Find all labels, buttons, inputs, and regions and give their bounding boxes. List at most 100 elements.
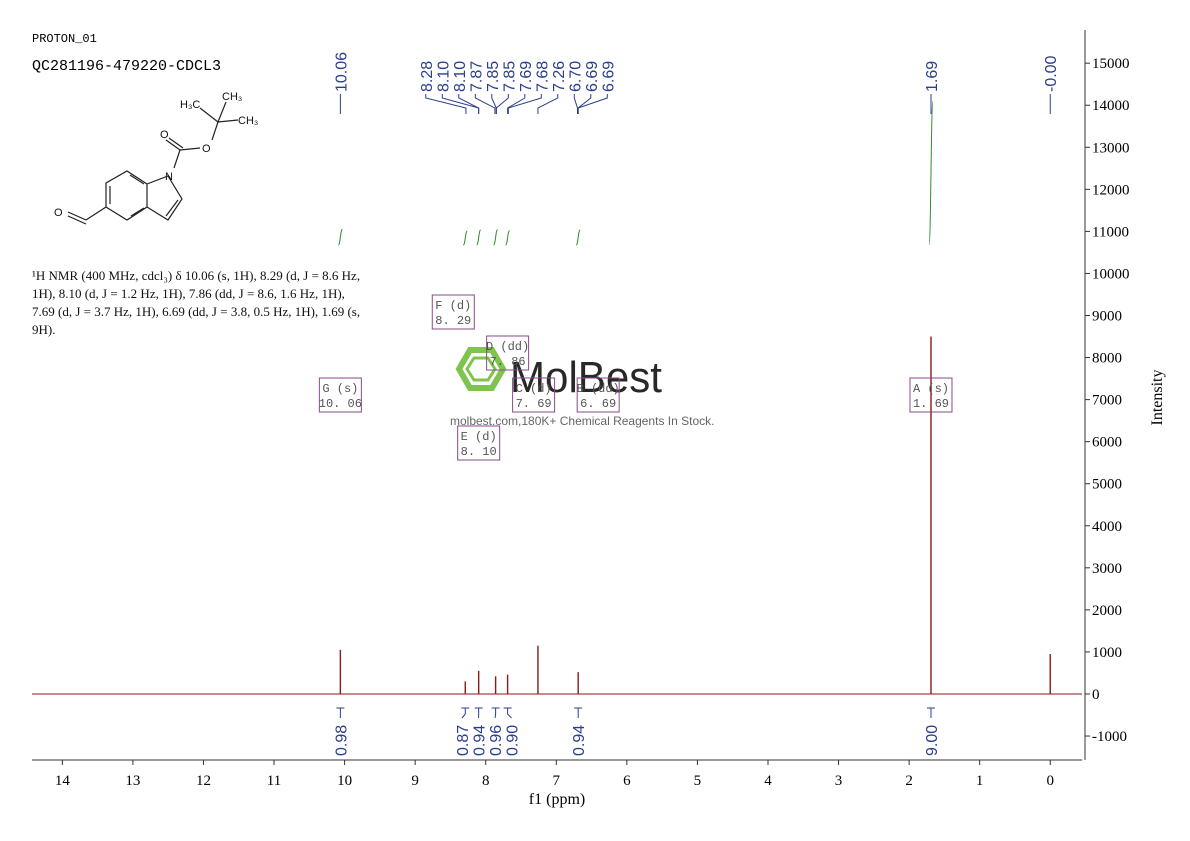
peak-pick-label: 7.68 — [534, 61, 551, 92]
peak-pick-connector — [425, 94, 467, 114]
multiplet-name: E (d) — [461, 430, 497, 444]
y-tick-label: 15000 — [1092, 56, 1130, 72]
integral-curve — [505, 230, 511, 246]
peak-pick-connector — [458, 94, 480, 114]
multiplet-box — [576, 377, 620, 413]
description: 9H). — [32, 322, 55, 337]
peak-pick-label: 10.06 — [333, 52, 350, 92]
peak-pick-connector — [474, 94, 496, 114]
integral-curve — [493, 229, 499, 246]
x-tick-label: 12 — [196, 773, 211, 789]
integral-label: 0.98 — [333, 725, 350, 756]
y-tick-label: 14000 — [1092, 98, 1130, 114]
y-tick-label: 9000 — [1092, 308, 1122, 324]
peak-pick-connector — [537, 94, 559, 114]
integral-bracket — [461, 707, 470, 719]
x-axis-label: f1 (ppm) — [529, 791, 585, 808]
peak-pick-connector — [573, 94, 578, 114]
multiplet-shift: 1. 69 — [913, 397, 949, 411]
y-tick-label: 5000 — [1092, 477, 1122, 493]
x-tick-label: 2 — [905, 773, 913, 789]
integral-bracket — [503, 707, 512, 719]
multiplet-shift: 6. 69 — [580, 397, 616, 411]
multiplet-box — [909, 377, 953, 413]
y-tick-label: 12000 — [1092, 182, 1130, 198]
peak-pick-label: 6.69 — [600, 61, 617, 92]
atom-label: CH₃ — [238, 115, 258, 127]
x-tick-label: 3 — [835, 773, 843, 789]
integral-label: 0.87 — [455, 725, 472, 756]
x-tick-label: 5 — [694, 773, 702, 789]
integral-label: 0.94 — [571, 725, 588, 756]
x-tick-label: 6 — [623, 773, 631, 789]
sample-id: QC281196-479220-CDCL3 — [32, 58, 221, 75]
atom-label: O — [202, 143, 211, 155]
x-tick-label: 11 — [267, 773, 281, 789]
y-tick-label: 0 — [1092, 687, 1100, 703]
peak-pick-connector — [495, 94, 509, 114]
integral-bracket — [574, 707, 583, 718]
multiplet-name: D (dd) — [486, 340, 529, 354]
peak-pick-connector — [507, 94, 526, 114]
multiplet-name: F (d) — [435, 299, 471, 313]
multiplet-box — [512, 377, 556, 413]
integral-curve — [476, 229, 482, 246]
peak-pick-connector — [577, 94, 608, 114]
description: ¹H NMR (400 MHz, cdcl₃) δ 10.06 (s, 1H),… — [32, 268, 360, 283]
y-tick-label: 6000 — [1092, 435, 1122, 451]
integral-bracket — [491, 707, 500, 719]
integral-label: 0.90 — [505, 725, 522, 756]
peak-pick-label: 8.10 — [435, 61, 452, 92]
peak-pick-label: 6.70 — [567, 61, 584, 92]
integral-label: 0.96 — [488, 725, 505, 756]
y-tick-label: 3000 — [1092, 561, 1122, 577]
integral-curve — [337, 228, 343, 246]
multiplet-shift: 10. 06 — [319, 397, 362, 411]
integral-bracket — [926, 707, 935, 718]
integral-curve — [928, 100, 934, 246]
integral-curve — [462, 230, 468, 246]
multiplet-box — [457, 425, 501, 461]
experiment: PROTON_01 — [32, 32, 97, 46]
description: 1H), 8.10 (d, J = 1.2 Hz, 1H), 7.86 (dd,… — [32, 286, 345, 301]
multiplet-shift: 7. 86 — [490, 355, 526, 369]
peak-pick-connector — [441, 94, 480, 114]
y-tick-label: 8000 — [1092, 351, 1122, 367]
multiplet-shift: 8. 29 — [435, 314, 471, 328]
multiplet-box — [486, 335, 530, 371]
peak-pick-label: 8.28 — [419, 61, 436, 92]
x-tick-label: 10 — [337, 773, 352, 789]
atom-label: O — [160, 129, 169, 141]
x-tick-label: 13 — [125, 773, 140, 789]
peak-pick-label: 7.87 — [468, 61, 485, 92]
y-tick-label: 1000 — [1092, 645, 1122, 661]
atom-label: H₃C — [180, 99, 200, 111]
peak-pick-connector — [507, 94, 542, 114]
integral-label: 9.00 — [924, 725, 941, 756]
x-tick-label: 14 — [55, 773, 71, 789]
peak-pick-label: 1.69 — [924, 61, 941, 92]
y-tick-label: 4000 — [1092, 519, 1122, 535]
atom-label: CH₃ — [222, 91, 242, 103]
peak-pick-label: 7.85 — [501, 61, 518, 92]
integral-curve — [575, 229, 581, 246]
y-tick-label: 13000 — [1092, 140, 1130, 156]
multiplet-name: A (s) — [913, 382, 949, 396]
y-tick-label: 2000 — [1092, 603, 1122, 619]
x-tick-label: 1 — [976, 773, 984, 789]
peak-pick-label: 7.26 — [551, 61, 568, 92]
y-tick-label: 10000 — [1092, 266, 1130, 282]
peak-pick-label: 8.10 — [452, 61, 469, 92]
integral-label: 0.94 — [472, 725, 489, 756]
multiplet-box — [318, 377, 362, 413]
peak-pick-label: 7.85 — [485, 61, 502, 92]
y-tick-label: -1000 — [1092, 729, 1127, 745]
multiplet-shift: 7. 69 — [516, 397, 552, 411]
peak-pick-label: 6.69 — [584, 61, 601, 92]
multiplet-box — [431, 294, 475, 330]
x-tick-label: 0 — [1046, 773, 1054, 789]
x-tick-label: 4 — [764, 773, 772, 789]
integral-bracket — [336, 707, 345, 718]
atom-label: O — [54, 207, 63, 219]
